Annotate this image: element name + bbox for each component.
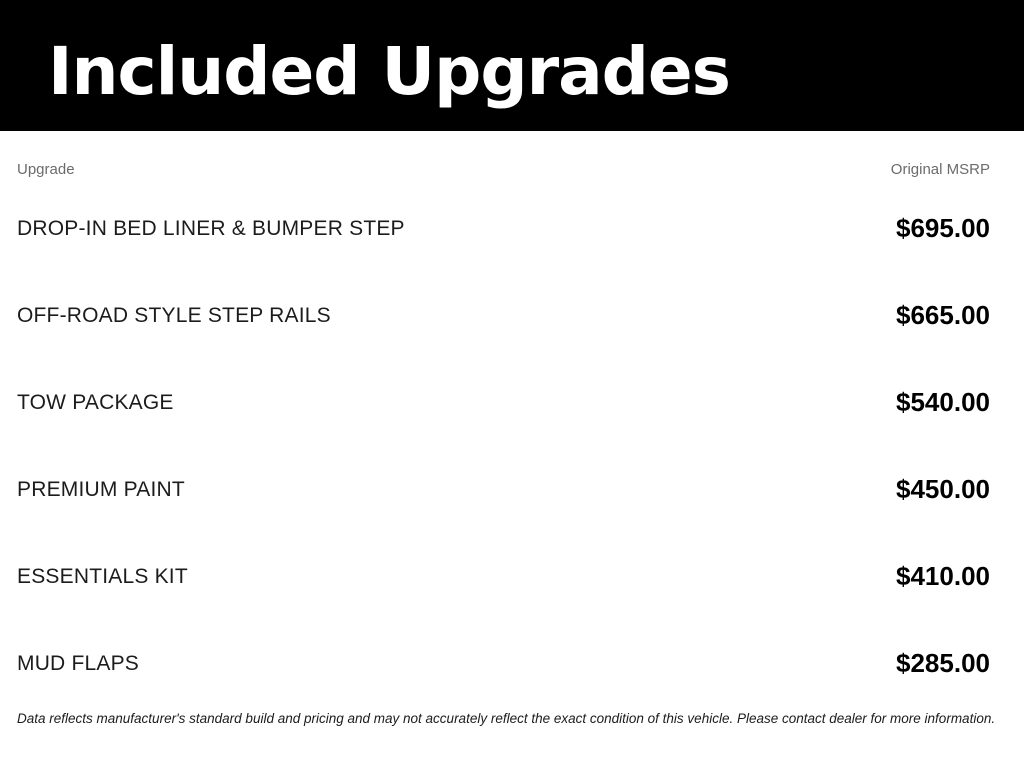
upgrade-name: OFF-ROAD STYLE STEP RAILS	[17, 303, 331, 327]
table-row: OFF-ROAD STYLE STEP RAILS $665.00	[17, 272, 990, 359]
table-body: DROP-IN BED LINER & BUMPER STEP $695.00 …	[17, 185, 990, 707]
upgrades-table: Upgrade Original MSRP DROP-IN BED LINER …	[0, 161, 1024, 726]
upgrade-name: MUD FLAPS	[17, 651, 139, 675]
column-header-upgrade: Upgrade	[17, 161, 75, 178]
table-row: PREMIUM PAINT $450.00	[17, 446, 990, 533]
upgrade-price: $285.00	[896, 648, 990, 678]
table-row: MUD FLAPS $285.00	[17, 620, 990, 707]
page-title: Included Upgrades	[48, 33, 731, 110]
table-row: ESSENTIALS KIT $410.00	[17, 533, 990, 620]
upgrade-name: TOW PACKAGE	[17, 390, 174, 414]
upgrade-price: $410.00	[896, 561, 990, 591]
upgrade-name: ESSENTIALS KIT	[17, 564, 188, 588]
table-row: DROP-IN BED LINER & BUMPER STEP $695.00	[17, 185, 990, 272]
column-header-original-msrp: Original MSRP	[890, 161, 990, 178]
upgrade-name: PREMIUM PAINT	[17, 477, 185, 501]
header-banner: Included Upgrades	[0, 0, 1024, 131]
table-column-headers: Upgrade Original MSRP	[17, 161, 990, 179]
upgrade-name: DROP-IN BED LINER & BUMPER STEP	[17, 216, 405, 240]
disclaimer-text: Data reflects manufacturer's standard bu…	[17, 711, 996, 726]
table-row: TOW PACKAGE $540.00	[17, 359, 990, 446]
upgrade-price: $540.00	[896, 387, 990, 417]
upgrade-price: $450.00	[896, 474, 990, 504]
upgrade-price: $695.00	[896, 213, 990, 243]
upgrade-price: $665.00	[896, 300, 990, 330]
